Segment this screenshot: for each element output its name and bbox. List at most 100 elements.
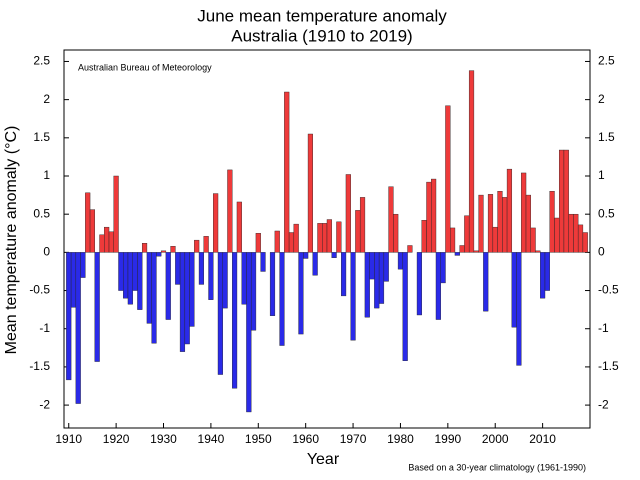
bar — [407, 245, 413, 253]
bar — [558, 149, 565, 253]
x-tick-label: 1970 — [340, 432, 367, 446]
bar — [175, 252, 181, 285]
bar — [194, 239, 200, 253]
bar — [402, 252, 408, 361]
bar — [544, 252, 550, 291]
bar — [454, 252, 460, 256]
bar — [369, 252, 375, 280]
y-tick-label: 0.5 — [33, 206, 50, 220]
y-tick-label: -0.5 — [29, 283, 50, 297]
bar — [213, 193, 219, 253]
bar — [459, 245, 465, 253]
bar — [535, 250, 541, 253]
bar — [288, 232, 295, 253]
x-tick-label: 1940 — [198, 432, 225, 446]
bar — [435, 252, 441, 320]
annotation: Australian Bureau of Meteorology — [78, 62, 212, 72]
bar — [208, 252, 214, 300]
bar — [151, 252, 157, 344]
y-tick-label: 2.5 — [33, 54, 50, 68]
bar — [274, 230, 280, 253]
bar — [497, 191, 503, 253]
chart-title: June mean temperature anomaly — [197, 6, 447, 25]
y2-tick-label: 1 — [598, 168, 605, 182]
bar — [440, 252, 446, 284]
x-tick-label: 1910 — [55, 432, 82, 446]
bar — [492, 226, 498, 253]
bar — [487, 194, 494, 253]
bar — [160, 250, 167, 253]
y-tick-label: 1 — [43, 168, 50, 182]
bar — [141, 242, 148, 253]
bar — [573, 213, 579, 253]
bar — [568, 213, 574, 253]
bar — [511, 252, 517, 328]
y-tick-label: -1 — [39, 321, 50, 335]
bar — [554, 217, 560, 253]
bar — [94, 252, 100, 362]
bar — [241, 252, 247, 305]
x-tick-label: 2000 — [482, 432, 509, 446]
bar — [473, 250, 479, 253]
bar — [85, 192, 91, 253]
y2-tick-label: -0.5 — [598, 283, 619, 297]
bar — [355, 210, 361, 253]
bar — [483, 252, 489, 312]
bar — [326, 219, 332, 253]
bar — [99, 234, 105, 253]
bar — [530, 227, 536, 253]
x-tick-label: 1930 — [150, 432, 177, 446]
bar — [383, 252, 389, 282]
bar — [293, 223, 299, 253]
bar — [521, 172, 527, 253]
x-tick-label: 1980 — [387, 432, 414, 446]
bar — [227, 169, 233, 253]
bar — [284, 91, 290, 253]
bar — [146, 252, 152, 324]
bar — [279, 252, 285, 346]
bar — [445, 105, 451, 253]
bar — [393, 213, 399, 253]
bar — [350, 252, 356, 341]
plot-frame — [63, 49, 591, 429]
bar — [378, 252, 385, 304]
y-tick-label: -1.5 — [29, 359, 50, 373]
bar — [307, 133, 313, 253]
bar — [303, 252, 309, 259]
y2-tick-label: 2 — [598, 92, 605, 106]
bar — [203, 236, 209, 253]
bar — [582, 232, 588, 253]
x-tick-label: 1960 — [292, 432, 319, 446]
bar — [222, 252, 228, 309]
bar — [478, 194, 484, 253]
y2-tick-label: 1.5 — [598, 130, 615, 144]
bar — [431, 178, 437, 253]
bar — [113, 175, 119, 253]
bar — [506, 168, 513, 253]
bar — [516, 252, 522, 366]
y-axis-label: Mean temperature anomaly (°C) — [3, 126, 20, 355]
y2-tick-label: -1.5 — [598, 359, 619, 373]
y-tick-label: -2 — [39, 397, 50, 411]
bar — [421, 220, 427, 253]
y2-tick-label: 0.5 — [598, 206, 615, 220]
bar — [217, 252, 223, 375]
bar — [464, 215, 470, 253]
bar — [345, 174, 351, 253]
x-tick-label: 2010 — [529, 432, 556, 446]
x-tick-label: 1950 — [245, 432, 272, 446]
note: Based on a 30-year climatology (1961-199… — [408, 462, 586, 472]
bar — [540, 252, 546, 299]
bar — [364, 252, 370, 318]
bar — [322, 223, 328, 253]
y-tick-label: 2 — [43, 92, 50, 106]
bar — [184, 252, 190, 345]
bar — [563, 149, 569, 253]
y2-tick-label: 0 — [598, 245, 605, 259]
bar — [298, 252, 304, 335]
bar — [236, 201, 242, 253]
bar — [118, 252, 124, 291]
y2-tick-label: -1 — [598, 321, 609, 335]
bar — [468, 70, 475, 253]
